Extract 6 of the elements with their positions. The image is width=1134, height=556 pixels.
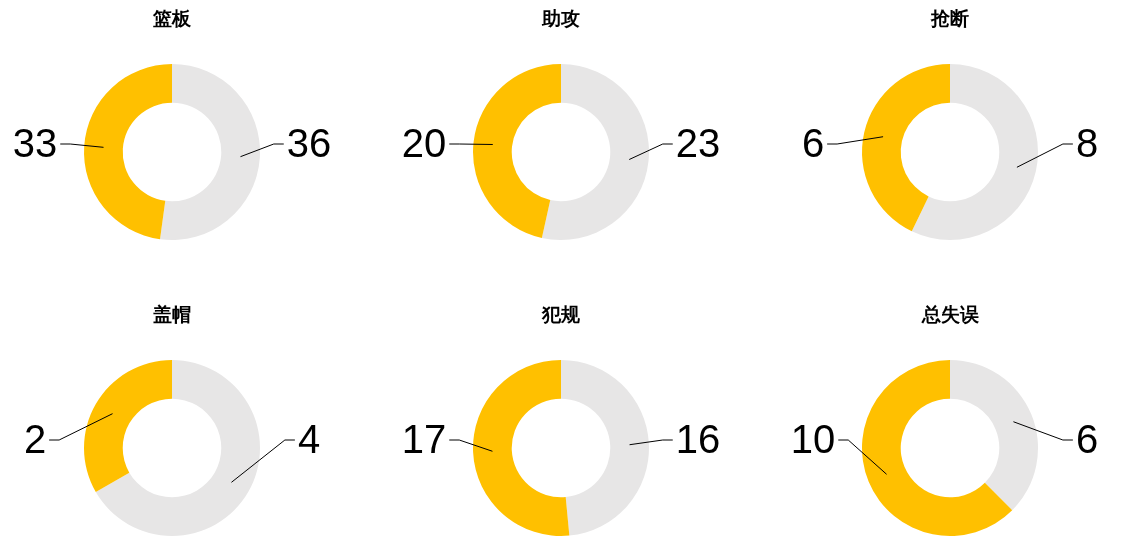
- title: 盖帽: [153, 304, 191, 325]
- title: 助攻: [542, 8, 580, 29]
- title: 犯规: [542, 304, 580, 325]
- title: 抢断: [931, 8, 969, 29]
- title: 篮板: [153, 8, 191, 29]
- title: 总失误: [921, 304, 979, 325]
